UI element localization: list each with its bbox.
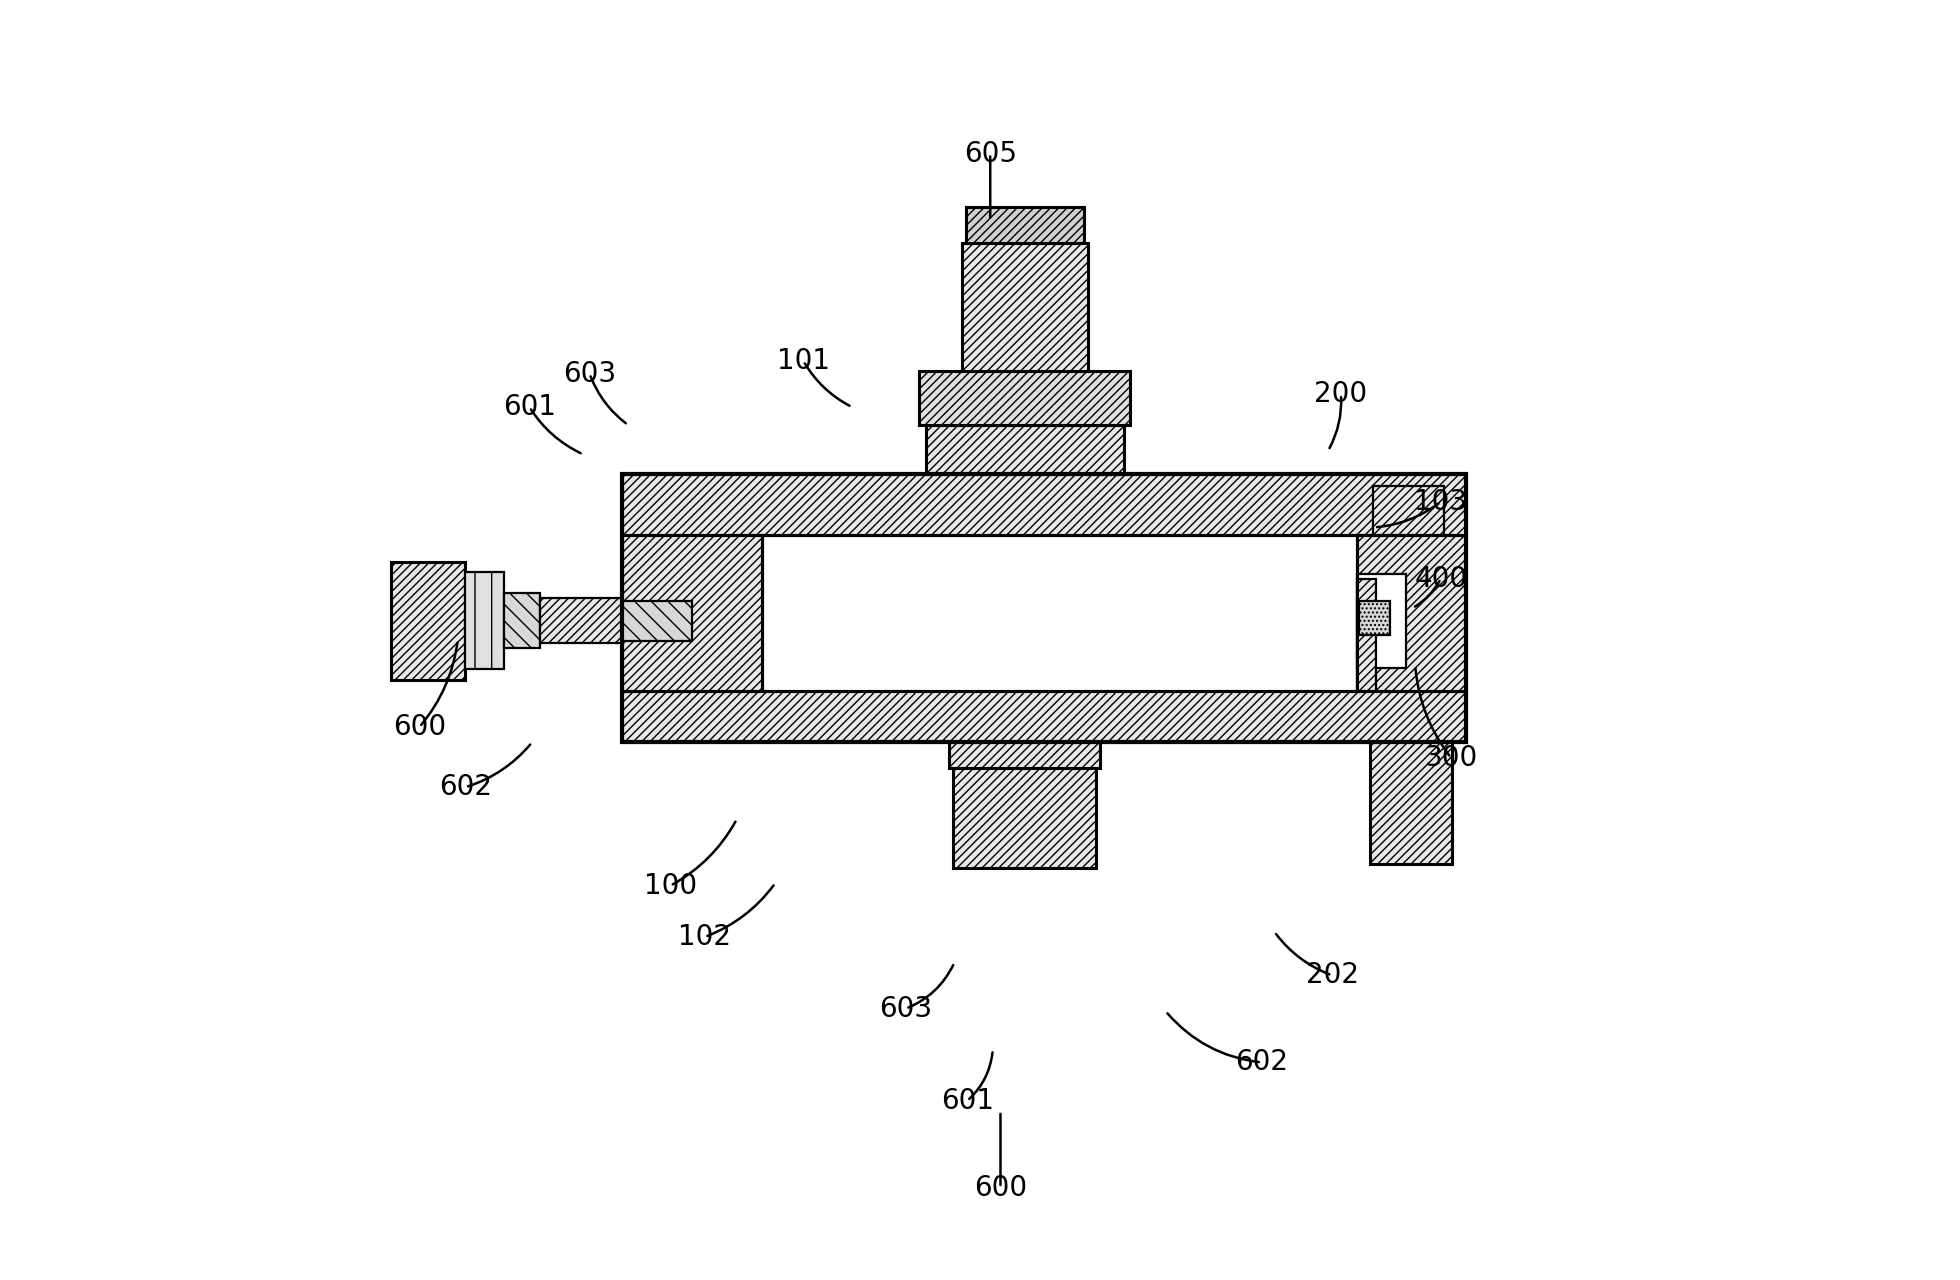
Text: 603: 603 [880,995,933,1023]
Bar [621,602,692,641]
Bar [465,572,504,669]
Bar [621,474,1466,535]
Text: 102: 102 [678,923,731,951]
Bar [621,535,762,691]
Text: 605: 605 [964,140,1017,168]
Text: 202: 202 [1305,961,1358,989]
Text: 600: 600 [974,1174,1027,1202]
Bar [925,425,1123,474]
Bar [962,243,1088,371]
Bar [1356,575,1405,668]
Bar [1374,486,1445,535]
Text: 103: 103 [1415,488,1468,516]
Bar [1356,579,1376,691]
Bar [621,474,1466,742]
Bar [621,474,1466,742]
Text: 100: 100 [643,872,698,900]
Text: 601: 601 [941,1087,994,1115]
Text: 602: 602 [439,773,492,801]
Text: 602: 602 [1235,1048,1288,1076]
Bar [949,742,1100,768]
Bar [919,371,1131,425]
Text: 603: 603 [563,360,615,388]
Bar [953,742,1096,868]
Text: 200: 200 [1315,380,1368,408]
Text: 101: 101 [776,347,829,375]
Bar [504,594,539,649]
Bar [392,562,465,680]
Text: 600: 600 [392,713,447,741]
Bar [1358,600,1390,635]
Bar [539,599,621,644]
Text: 400: 400 [1415,564,1468,593]
Bar [621,691,1466,742]
Bar [1370,742,1452,864]
Bar [1356,535,1466,691]
Text: 601: 601 [504,393,557,421]
Bar [966,207,1084,243]
Bar [762,535,1356,691]
Text: 300: 300 [1425,744,1478,772]
